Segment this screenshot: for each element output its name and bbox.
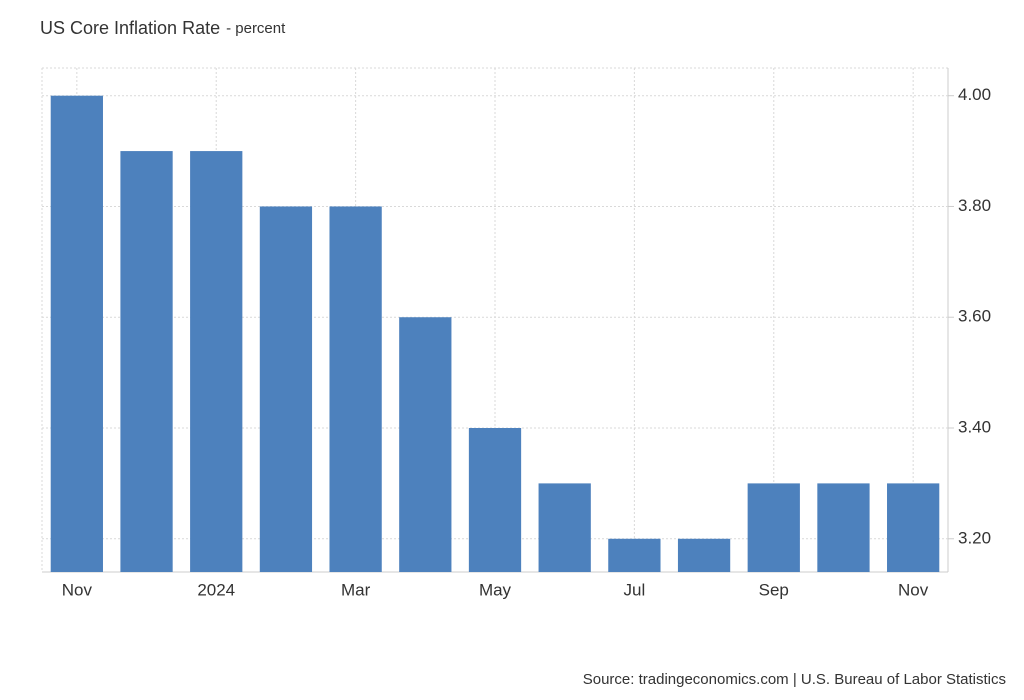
subtitle: - percent: [226, 20, 286, 37]
y-tick-label: 3.40: [958, 417, 991, 436]
x-tick-label: Nov: [62, 580, 93, 599]
bar: [887, 483, 940, 572]
y-tick-label: 4.00: [958, 85, 991, 104]
title: US Core Inflation Rate: [40, 18, 220, 38]
bar: [190, 151, 243, 573]
bar: [120, 151, 173, 573]
bar: [329, 206, 382, 572]
bar: [468, 428, 522, 572]
x-tick-label: Mar: [341, 580, 371, 599]
bar: [538, 483, 591, 572]
x-tick-label: Sep: [759, 580, 789, 599]
source: Source: tradingeconomics.com | U.S. Bure…: [583, 671, 1006, 688]
x-tick-label: Jul: [624, 580, 646, 599]
y-tick-label: 3.60: [958, 307, 991, 326]
x-tick-label: Nov: [898, 580, 929, 599]
bar: [677, 538, 731, 572]
bar: [399, 317, 452, 572]
bar: [747, 483, 800, 572]
bar: [50, 95, 103, 572]
y-tick-label: 3.20: [958, 528, 991, 547]
chart-title: US Core Inflation Rate - percent: [40, 18, 286, 38]
bar: [817, 483, 870, 572]
y-tick-label: 3.80: [958, 196, 991, 215]
x-tick-label: 2024: [197, 580, 235, 599]
bar: [259, 206, 313, 572]
x-tick-label: May: [479, 580, 512, 599]
bar: [608, 538, 661, 572]
